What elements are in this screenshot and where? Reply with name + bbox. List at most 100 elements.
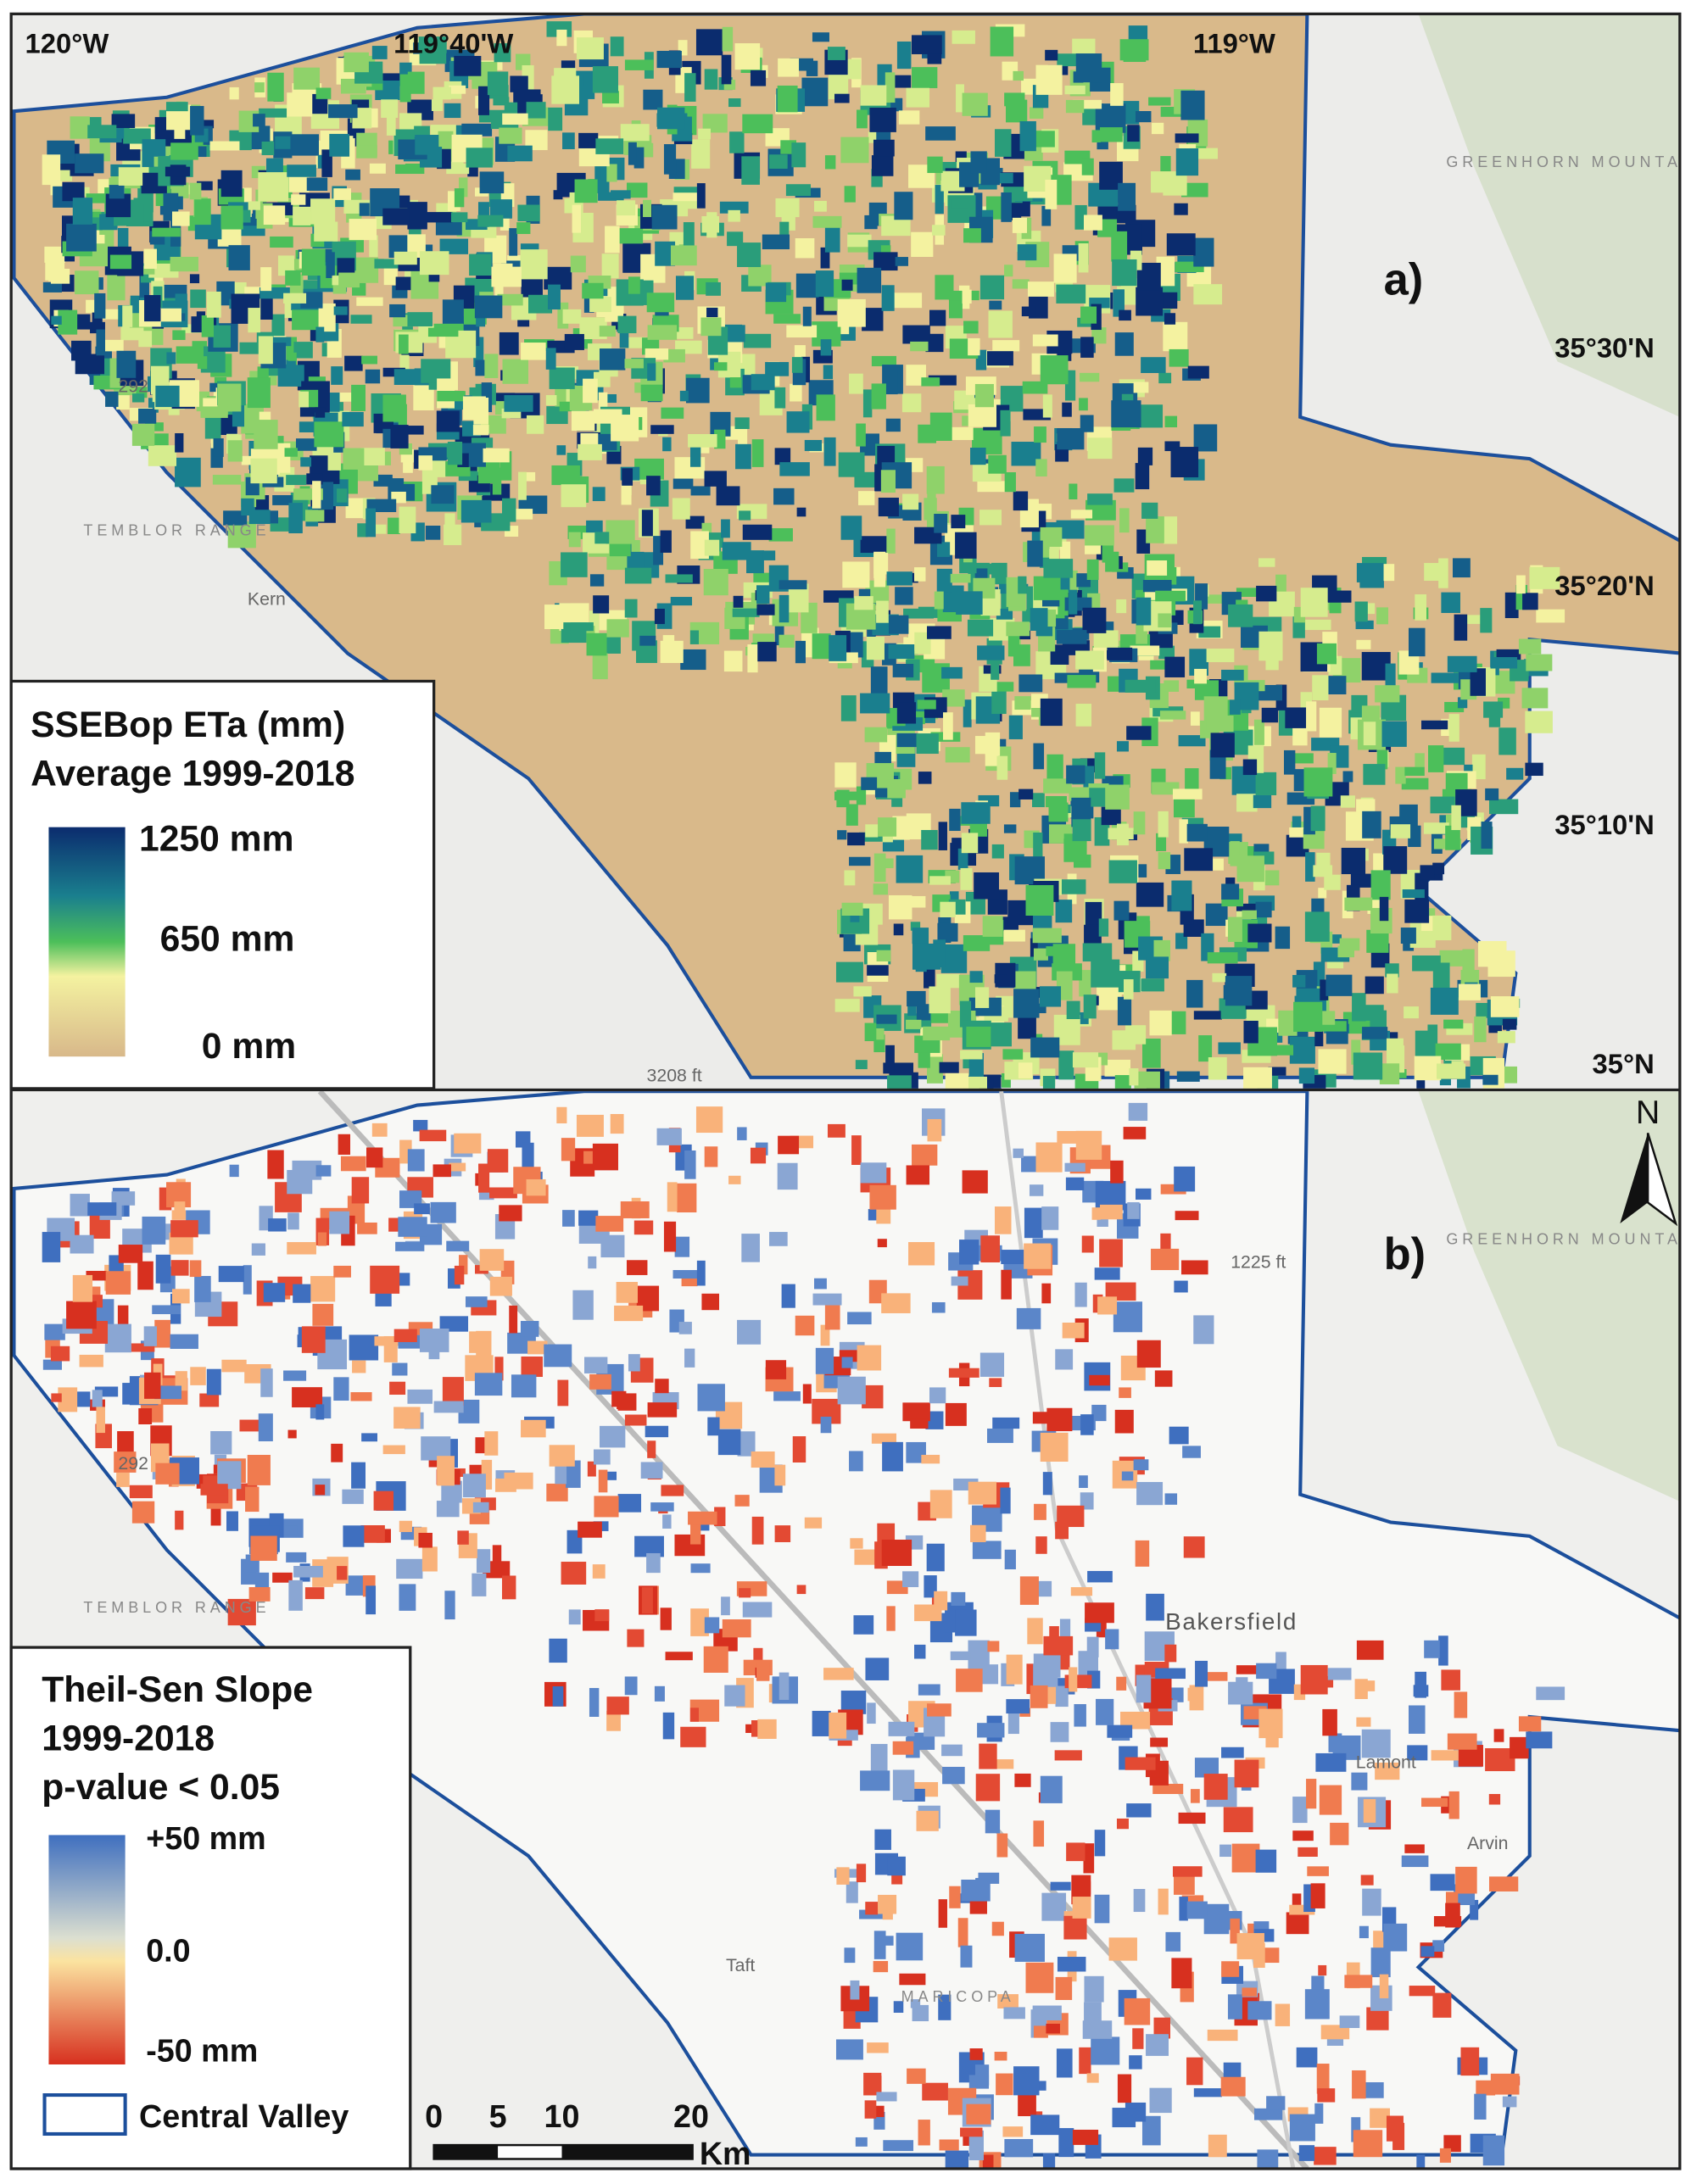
field	[87, 125, 117, 139]
field	[690, 1563, 711, 1574]
field	[961, 833, 979, 854]
field	[688, 434, 717, 448]
field	[1420, 1946, 1435, 1957]
field	[1310, 1883, 1325, 1908]
field	[914, 567, 926, 582]
field	[315, 1485, 326, 1496]
field	[365, 369, 381, 384]
field	[552, 1686, 564, 1707]
field	[1053, 254, 1077, 283]
field	[310, 198, 336, 225]
field	[1091, 1207, 1101, 1220]
field	[109, 185, 125, 199]
field	[366, 1147, 383, 1168]
field	[1289, 2114, 1315, 2142]
field	[1493, 1729, 1504, 1742]
field	[477, 214, 504, 227]
field	[462, 1474, 486, 1498]
field	[369, 108, 378, 128]
field	[654, 1685, 665, 1702]
field	[957, 840, 968, 870]
field	[1017, 244, 1037, 261]
field	[1292, 974, 1306, 988]
field	[1448, 714, 1459, 742]
field	[918, 772, 932, 784]
field	[912, 943, 941, 970]
field	[544, 1344, 572, 1368]
field	[501, 408, 522, 419]
field	[592, 653, 608, 680]
field	[955, 1609, 977, 1636]
legend-label: Central Valley	[139, 2098, 349, 2134]
field	[122, 1383, 133, 1405]
field	[1447, 655, 1477, 672]
field	[806, 60, 818, 76]
field	[1320, 979, 1329, 1000]
field	[1431, 1043, 1461, 1060]
field	[421, 1546, 438, 1572]
field	[1029, 107, 1044, 119]
field	[614, 1305, 644, 1322]
field	[888, 644, 915, 660]
field	[1146, 1593, 1164, 1621]
field	[1136, 597, 1152, 626]
field	[1354, 1679, 1368, 1700]
field	[641, 510, 653, 537]
field	[152, 227, 181, 237]
field	[927, 1054, 943, 1084]
field	[685, 377, 710, 404]
field	[1041, 205, 1052, 226]
field	[867, 1702, 876, 1724]
field	[1112, 1030, 1136, 1050]
field	[918, 2120, 930, 2146]
field	[961, 1879, 991, 1902]
field	[1070, 510, 1093, 519]
field	[873, 853, 886, 883]
field	[945, 1402, 967, 1426]
field	[907, 572, 918, 583]
field	[917, 699, 936, 710]
field	[70, 1234, 94, 1254]
field	[918, 1684, 940, 1696]
field	[989, 300, 1002, 310]
field	[728, 1175, 741, 1184]
field	[1275, 2003, 1291, 2026]
scale-bar-segment	[561, 2145, 693, 2159]
field	[906, 1019, 922, 1029]
place-label: GREENHORN MOUNTA	[1446, 153, 1682, 170]
field	[526, 415, 544, 434]
field	[979, 275, 1005, 300]
field	[892, 816, 910, 840]
field	[1521, 688, 1549, 709]
field	[1125, 679, 1156, 693]
field	[1119, 309, 1131, 321]
field	[1193, 284, 1223, 305]
field	[1265, 660, 1279, 671]
field	[881, 1936, 894, 1946]
field	[425, 525, 441, 540]
field	[351, 1462, 366, 1489]
field	[927, 1703, 952, 1717]
field	[1432, 915, 1452, 941]
field	[995, 129, 1012, 157]
field	[315, 407, 326, 418]
field	[689, 630, 700, 644]
field	[1186, 823, 1208, 842]
field	[1366, 929, 1389, 953]
field	[857, 1345, 882, 1371]
scale-tick: 5	[489, 2098, 507, 2134]
field	[1119, 39, 1149, 61]
field	[614, 228, 644, 244]
field	[1119, 1387, 1131, 1398]
field	[1000, 1487, 1011, 1514]
field	[868, 131, 879, 143]
field	[1289, 1904, 1315, 1915]
field	[1454, 614, 1468, 641]
field	[820, 339, 832, 356]
field	[647, 363, 656, 382]
field	[703, 1646, 728, 1673]
field	[1174, 1166, 1196, 1192]
field	[957, 1918, 968, 1947]
field	[1001, 1250, 1027, 1265]
field	[395, 164, 425, 175]
